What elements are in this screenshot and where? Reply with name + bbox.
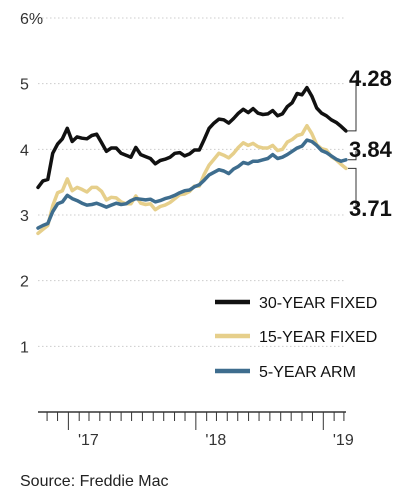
source-note: Source: Freddie Mac xyxy=(20,473,169,490)
y-tick-label: 4 xyxy=(20,142,29,159)
x-axis: '17 '18 '19 xyxy=(38,411,354,449)
y-tick-label: 2 xyxy=(20,274,29,291)
y-tick-label: 5 xyxy=(20,77,29,94)
end-value-label: 4.28 xyxy=(349,66,392,91)
end-value-label: 3.71 xyxy=(349,196,392,221)
end-value-labels: 4.28 3.71 3.84 xyxy=(348,66,393,221)
series-lines xyxy=(36,85,348,236)
series-line-5-year-arm xyxy=(36,138,348,230)
legend-label: 15-YEAR FIXED xyxy=(259,329,377,346)
y-tick-label: 6% xyxy=(20,11,43,28)
x-tick-label: '19 xyxy=(333,432,354,449)
legend: 30-YEAR FIXED 15-YEAR FIXED 5-YEAR ARM xyxy=(215,295,377,381)
end-label-connector xyxy=(348,80,357,132)
end-value-label: 3.84 xyxy=(349,137,393,162)
series-line-15-year-fixed xyxy=(36,123,348,236)
legend-label: 30-YEAR FIXED xyxy=(259,295,377,312)
series-line-30-year-fixed xyxy=(36,85,348,190)
y-tick-label: 1 xyxy=(20,339,29,356)
end-label-connector xyxy=(348,167,357,210)
legend-label: 5-YEAR ARM xyxy=(259,364,356,381)
y-tick-label: 3 xyxy=(20,208,29,225)
y-axis-tick-labels: 1 2 3 4 5 6% xyxy=(20,11,43,356)
x-tick-label: '18 xyxy=(205,432,226,449)
x-tick-label: '17 xyxy=(78,432,99,449)
end-label-connector xyxy=(348,151,357,161)
